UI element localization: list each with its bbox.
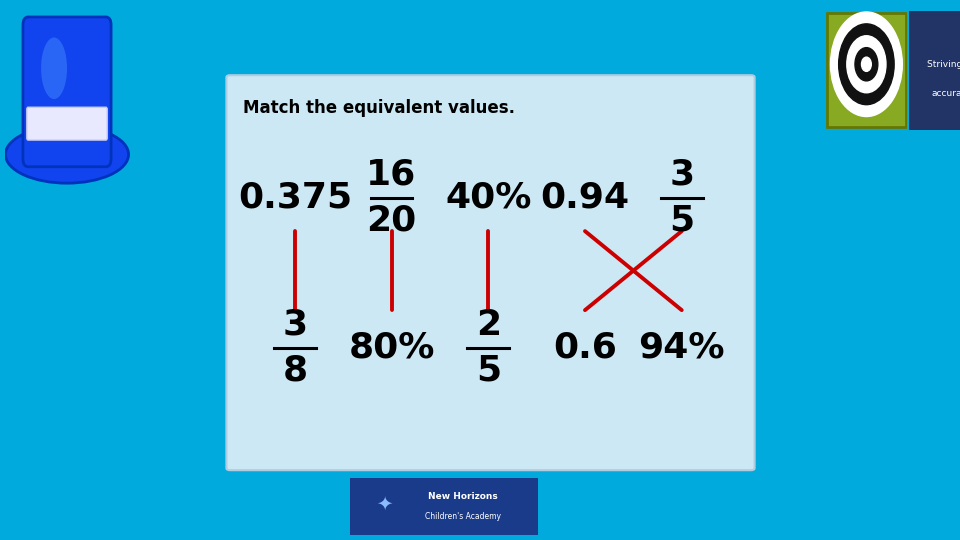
Ellipse shape	[41, 37, 67, 99]
Text: 3: 3	[669, 158, 694, 192]
Text: 2: 2	[476, 308, 501, 342]
FancyBboxPatch shape	[828, 13, 905, 127]
Ellipse shape	[6, 126, 129, 183]
FancyBboxPatch shape	[227, 75, 755, 470]
Text: Striving for: Striving for	[927, 60, 960, 69]
Text: 20: 20	[367, 204, 417, 238]
Circle shape	[855, 48, 877, 81]
Text: ✦: ✦	[376, 494, 393, 513]
Text: 5: 5	[476, 353, 501, 387]
Text: 8: 8	[282, 353, 307, 387]
Text: 80%: 80%	[348, 330, 435, 365]
Circle shape	[847, 36, 886, 93]
Text: 5: 5	[669, 204, 694, 238]
Text: accuracy: accuracy	[932, 90, 960, 98]
Text: 0.94: 0.94	[540, 181, 630, 215]
FancyBboxPatch shape	[909, 11, 960, 130]
Text: 0.6: 0.6	[553, 330, 617, 365]
FancyBboxPatch shape	[27, 107, 108, 140]
Text: 3: 3	[282, 308, 307, 342]
Text: 16: 16	[367, 158, 417, 192]
Text: New Horizons: New Horizons	[428, 491, 497, 501]
Text: Match the equivalent values.: Match the equivalent values.	[243, 99, 515, 118]
Circle shape	[830, 12, 902, 117]
FancyBboxPatch shape	[23, 17, 111, 167]
Text: 40%: 40%	[445, 181, 532, 215]
Text: 0.375: 0.375	[238, 181, 352, 215]
Circle shape	[861, 57, 872, 71]
FancyBboxPatch shape	[350, 478, 538, 535]
Text: Children's Academy: Children's Academy	[424, 512, 501, 521]
Text: 94%: 94%	[638, 330, 725, 365]
Circle shape	[839, 24, 894, 105]
